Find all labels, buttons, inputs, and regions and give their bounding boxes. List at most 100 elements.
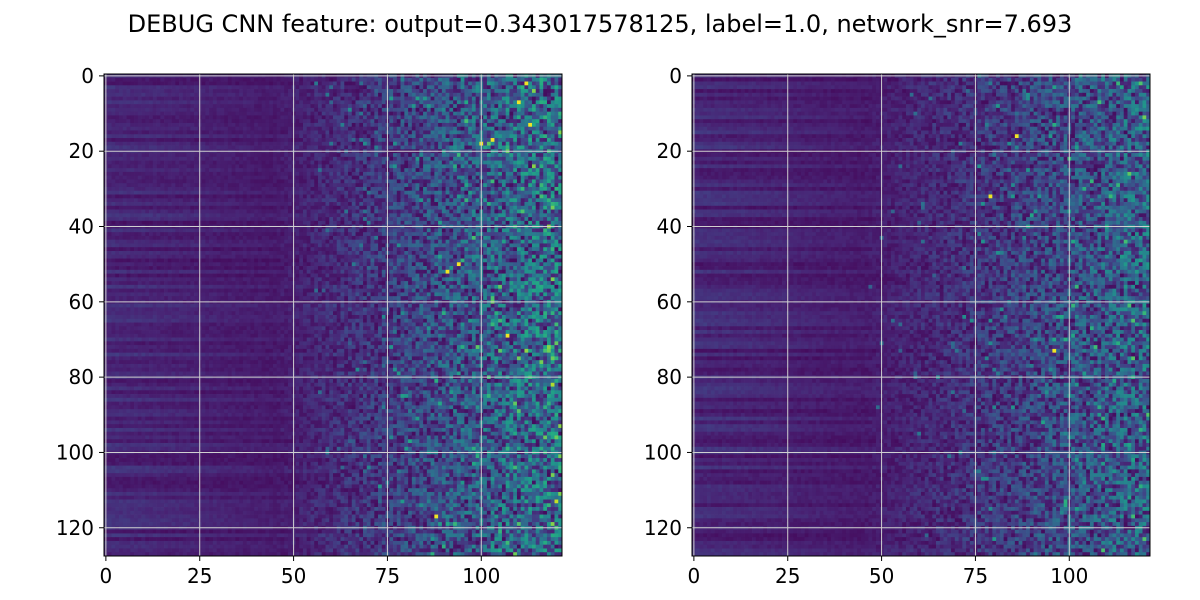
- heatmap-cell: [378, 78, 382, 82]
- heatmap-cell: [356, 89, 360, 93]
- heatmap-cell: [145, 104, 149, 108]
- heatmap-cell: [217, 104, 221, 108]
- heatmap-cell: [446, 82, 450, 86]
- heatmap-cell: [303, 82, 307, 86]
- heatmap-cell: [524, 97, 528, 101]
- heatmap-cell: [157, 82, 161, 86]
- heatmap-cell: [224, 82, 228, 86]
- heatmap-cell: [547, 78, 551, 82]
- heatmap-cell: [224, 100, 228, 104]
- heatmap-cell: [262, 85, 266, 89]
- heatmap-cell: [269, 78, 273, 82]
- heatmap-cell: [536, 82, 540, 86]
- heatmap-cell: [209, 82, 213, 86]
- heatmap-cell: [217, 89, 221, 93]
- heatmap-cell: [472, 82, 476, 86]
- heatmap-cell: [434, 97, 438, 101]
- heatmap-cell: [423, 89, 427, 93]
- heatmap-cell: [307, 82, 311, 86]
- heatmap-cell: [284, 82, 288, 86]
- heatmap-cell: [299, 85, 303, 89]
- heatmap-cell: [329, 89, 333, 93]
- heatmap-cell: [359, 108, 363, 112]
- heatmap-cell: [307, 85, 311, 89]
- heatmap-cell: [258, 100, 262, 104]
- heatmap-cell: [367, 78, 371, 82]
- heatmap-cell: [438, 93, 442, 97]
- heatmap-cell: [273, 89, 277, 93]
- heatmap-cell: [419, 89, 423, 93]
- heatmap-cell: [404, 104, 408, 108]
- heatmap-cell: [442, 82, 446, 86]
- heatmap-cell: [202, 89, 206, 93]
- heatmap-cell: [217, 85, 221, 89]
- heatmap-cell: [228, 85, 232, 89]
- heatmap-cell: [123, 97, 127, 101]
- heatmap-cell: [547, 104, 551, 108]
- heatmap-cell: [539, 89, 543, 93]
- heatmap-cell: [367, 85, 371, 89]
- heatmap-cell: [464, 78, 468, 82]
- heatmap-cell: [521, 89, 525, 93]
- heatmap-cell: [352, 100, 356, 104]
- heatmap-cell: [172, 93, 176, 97]
- heatmap-cell: [322, 78, 326, 82]
- heatmap-cell: [247, 104, 251, 108]
- heatmap-cell: [205, 108, 209, 112]
- heatmap-cell: [213, 82, 217, 86]
- heatmap-cell: [408, 89, 412, 93]
- heatmap-cell: [389, 97, 393, 101]
- heatmap-cell: [213, 78, 217, 82]
- heatmap-cell: [434, 93, 438, 97]
- heatmap-cell: [543, 97, 547, 101]
- heatmap-cell: [446, 104, 450, 108]
- heatmap-cell: [547, 82, 551, 86]
- heatmap-cell: [446, 85, 450, 89]
- heatmap-cell: [119, 78, 123, 82]
- heatmap-cell: [115, 82, 119, 86]
- heatmap-cell: [243, 85, 247, 89]
- heatmap-cell: [175, 104, 179, 108]
- heatmap-cell: [554, 78, 558, 82]
- heatmap-cell: [476, 93, 480, 97]
- heatmap-cell: [337, 78, 341, 82]
- heatmap-cell: [205, 89, 209, 93]
- heatmap-cell: [536, 78, 540, 82]
- heatmap-cell: [348, 82, 352, 86]
- heatmap-cell: [142, 100, 146, 104]
- heatmap-cell: [438, 85, 442, 89]
- heatmap-cell: [123, 104, 127, 108]
- heatmap-cell: [258, 104, 262, 108]
- heatmap-cell: [404, 93, 408, 97]
- heatmap-cell: [322, 85, 326, 89]
- heatmap-cell: [348, 85, 352, 89]
- heatmap-cell: [517, 89, 521, 93]
- heatmap-cell: [168, 100, 172, 104]
- heatmap-cell: [310, 104, 314, 108]
- heatmap-cell: [288, 78, 292, 82]
- heatmap-cell: [224, 89, 228, 93]
- heatmap-cell: [419, 100, 423, 104]
- heatmap-cell: [337, 97, 341, 101]
- heatmap-cell: [491, 100, 495, 104]
- heatmap-cell: [442, 97, 446, 101]
- heatmap-cell: [119, 100, 123, 104]
- heatmap-cell: [322, 82, 326, 86]
- heatmap-cell: [363, 93, 367, 97]
- heatmap-cell: [284, 108, 288, 112]
- heatmap-cell: [164, 100, 168, 104]
- heatmap-cell: [536, 85, 540, 89]
- heatmap-cell: [382, 78, 386, 82]
- heatmap-cell: [476, 100, 480, 104]
- heatmap-cell: [412, 89, 416, 93]
- heatmap-cell: [288, 89, 292, 93]
- heatmap-cell: [371, 78, 375, 82]
- heatmap-cell: [401, 82, 405, 86]
- heatmap-cell: [513, 100, 517, 104]
- heatmap-cell: [427, 85, 431, 89]
- heatmap-cell: [359, 104, 363, 108]
- heatmap-cell: [536, 93, 540, 97]
- heatmap-cell: [288, 82, 292, 86]
- heatmap-cell: [547, 100, 551, 104]
- heatmap-cell: [367, 93, 371, 97]
